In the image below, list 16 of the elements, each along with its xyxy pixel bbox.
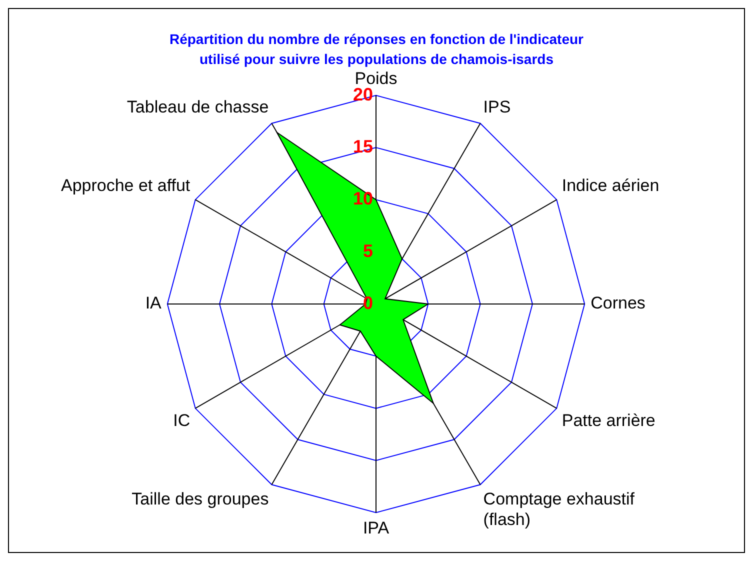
chart-title: Répartition du nombre de réponses en fonction de l'indicateur utilisé pour suivre les populations de chamois-isards xyxy=(168,30,585,69)
spoke-label: Tableau de chasse xyxy=(126,98,269,117)
spoke-label: Indice aérien xyxy=(562,176,660,196)
spoke-label: IC xyxy=(173,411,190,430)
y-tick-label: 10 xyxy=(352,188,373,209)
spoke-label: Taille des groupes xyxy=(132,490,269,509)
y-tick-label: 0 xyxy=(362,292,373,313)
spoke-label: Patte arrière xyxy=(562,411,656,430)
y-tick-label: 5 xyxy=(362,240,373,261)
spoke-label: Poids xyxy=(354,68,398,88)
spoke-label: IPS xyxy=(483,98,511,117)
spoke-label: Cornes xyxy=(590,294,646,313)
spoke-label: IA xyxy=(145,294,162,313)
spoke-label: IPA xyxy=(362,518,390,538)
spoke-label: Approche et affut xyxy=(60,176,190,196)
spoke-label: Comptage exhaustif (flash) xyxy=(483,490,635,530)
